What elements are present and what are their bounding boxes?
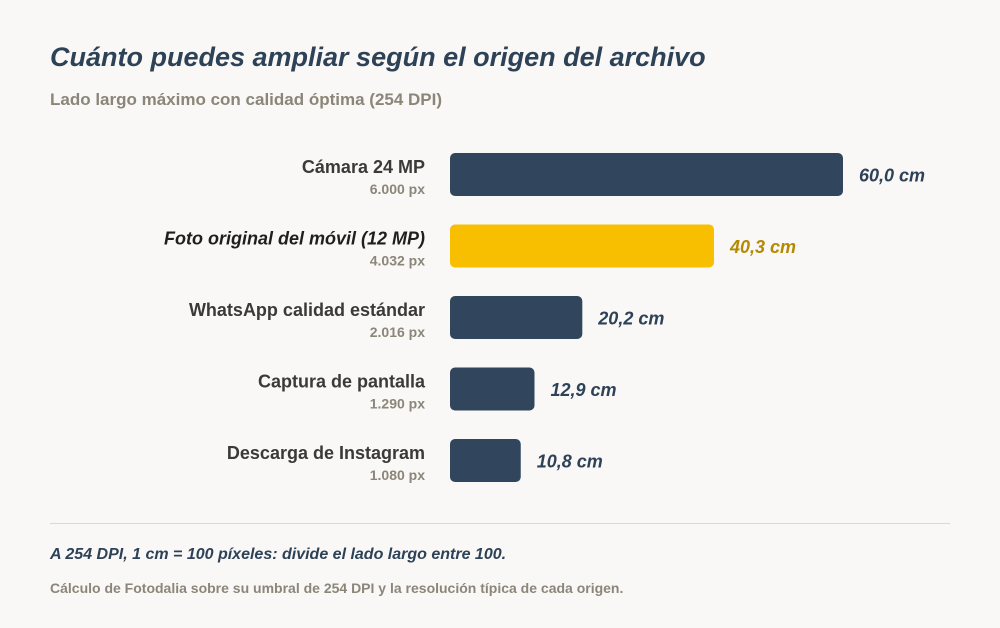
- footer-note: A 254 DPI, 1 cm = 100 píxeles: divide el…: [50, 546, 507, 563]
- category-sublabel: 6.000 px: [370, 181, 425, 197]
- category-label: Cámara 24 MP: [302, 157, 425, 177]
- chart-title: Cuánto puedes ampliar según el origen de…: [50, 42, 706, 72]
- bar: [450, 153, 843, 196]
- bar: [450, 439, 521, 482]
- value-label: 12,9 cm: [550, 380, 616, 400]
- value-label: 40,3 cm: [729, 237, 796, 257]
- bar: [450, 224, 714, 268]
- chart-subtitle: Lado largo máximo con calidad óptima (25…: [50, 90, 443, 109]
- value-label: 20,2 cm: [597, 309, 664, 329]
- value-label: 10,8 cm: [537, 452, 603, 472]
- bar: [450, 296, 583, 339]
- category-sublabel: 1.080 px: [370, 467, 425, 483]
- bar: [450, 367, 535, 411]
- category-label: WhatsApp calidad estándar: [189, 300, 425, 320]
- category-sublabel: 4.032 px: [370, 253, 425, 269]
- category-label: Descarga de Instagram: [227, 443, 425, 463]
- category-sublabel: 2.016 px: [370, 324, 425, 340]
- category-label: Foto original del móvil (12 MP): [164, 229, 425, 249]
- value-label: 60,0 cm: [859, 166, 925, 186]
- bar-chart: Cámara 24 MP 6.000 px 60,0 cm Foto original…: [164, 153, 925, 483]
- category-sublabel: 1.290 px: [370, 396, 425, 412]
- source-note: Cálculo de Fotodalia sobre su umbral de …: [50, 580, 624, 596]
- category-label: Captura de pantalla: [258, 372, 426, 392]
- footer-divider: [50, 523, 950, 524]
